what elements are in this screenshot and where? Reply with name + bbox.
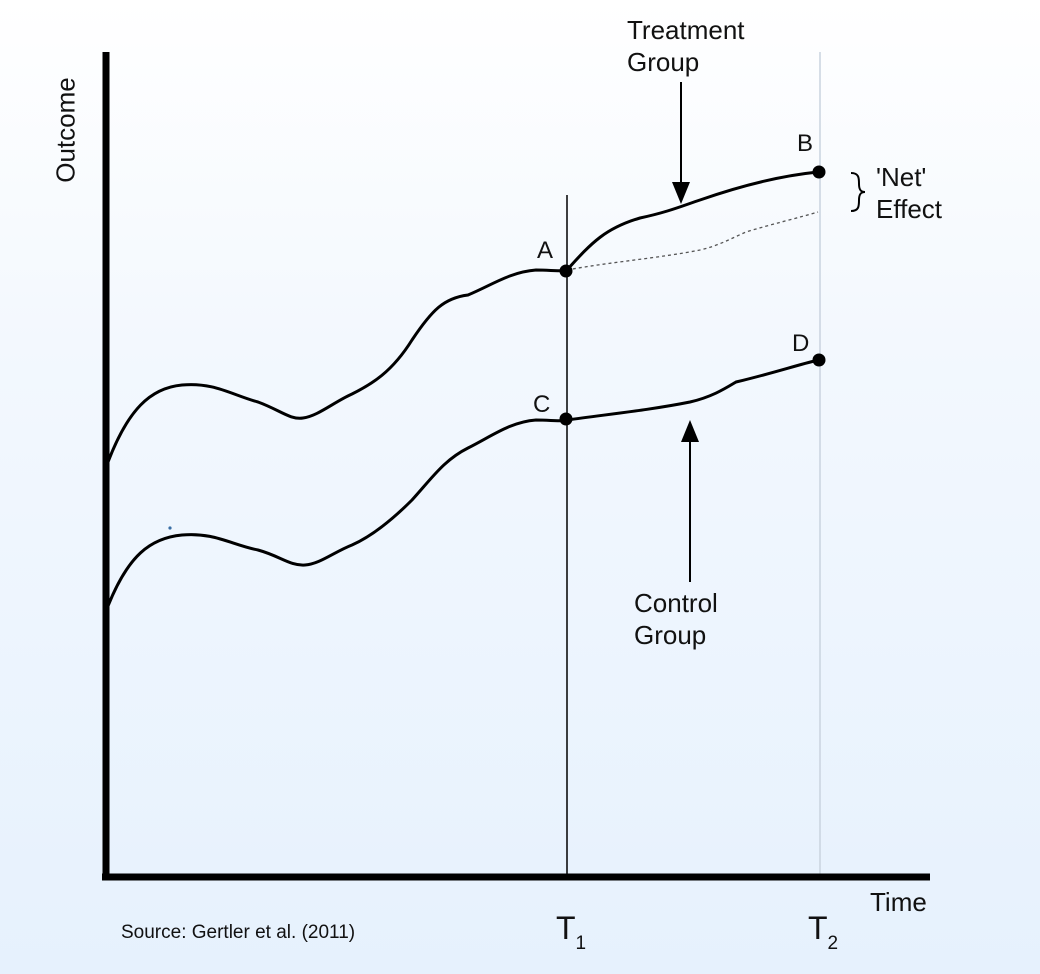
treatment-group-curve xyxy=(106,170,819,463)
treatment-arrow-head xyxy=(672,182,690,204)
t1-tick-label: T1 xyxy=(556,910,587,954)
control-group-curve xyxy=(106,358,819,607)
y-axis-label: Outcome xyxy=(50,77,81,183)
point-b-marker xyxy=(812,165,826,179)
control-group-label: Control Group xyxy=(634,588,718,650)
point-c-label: C xyxy=(533,391,551,418)
source-citation: Source: Gertler et al. (2011) xyxy=(121,922,356,943)
point-a-label: A xyxy=(537,237,554,264)
point-a-marker xyxy=(559,264,573,278)
net-effect-label: 'Net' Effect xyxy=(876,162,943,224)
point-c-marker xyxy=(559,412,573,426)
control-arrow-head xyxy=(681,420,699,442)
net-effect-brace xyxy=(850,172,866,212)
treatment-group-label: Treatment Group xyxy=(627,15,745,77)
point-d-marker xyxy=(812,353,826,367)
point-d-label: D xyxy=(792,330,810,357)
counterfactual-dotted-line xyxy=(566,211,819,271)
point-b-label: B xyxy=(797,130,814,157)
x-axis-label: Time xyxy=(870,887,927,917)
stray-dot xyxy=(168,526,172,530)
t2-tick-label: T2 xyxy=(808,910,839,954)
